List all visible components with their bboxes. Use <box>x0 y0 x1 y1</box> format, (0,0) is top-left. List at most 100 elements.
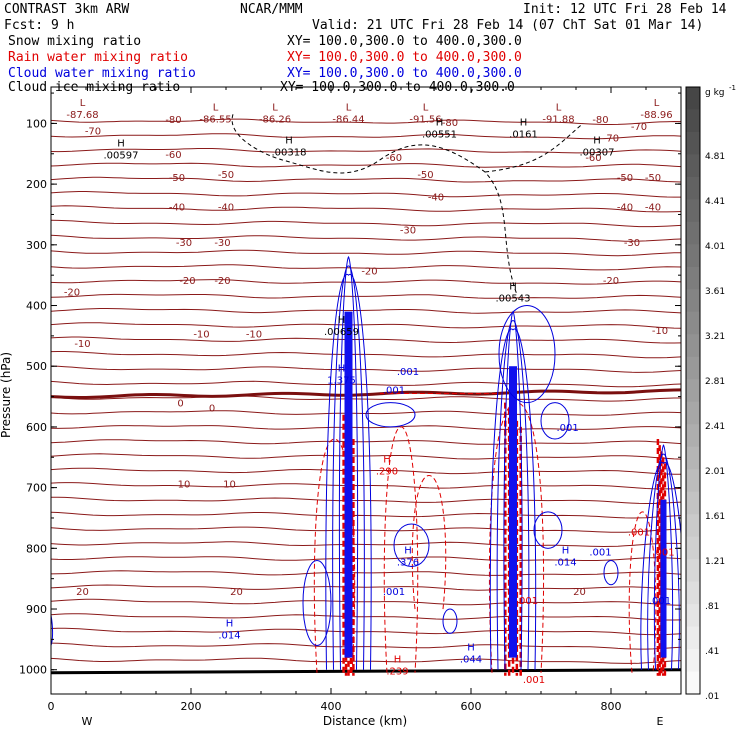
isotherm-line <box>51 598 681 606</box>
y-tick-label: 700 <box>26 482 47 495</box>
isotherm-label: -50 <box>617 173 633 184</box>
isotherm-label: 0 <box>177 399 183 410</box>
isotherm-line <box>51 425 681 430</box>
contour-value-label: .001 <box>628 527 650 538</box>
extremum-value: .014 <box>554 557 576 568</box>
extremum-value: .00597 <box>104 151 139 162</box>
isotherm-line <box>51 205 681 213</box>
low-marker: L <box>654 98 660 109</box>
contour-value-label: .001 <box>652 547 674 558</box>
isotherm-line <box>51 176 681 183</box>
legend-rain-xy: XY= 100.0,300.0 to 400.0,300.0 <box>287 50 522 65</box>
low-marker: L <box>213 102 219 113</box>
high-marker: H <box>226 618 234 629</box>
high-marker: H <box>338 363 346 374</box>
isotherm-label: 0 <box>209 403 215 414</box>
extremum-value: .00307 <box>580 148 615 159</box>
isotherm-line <box>51 322 681 329</box>
extremum-value: -91.56 <box>409 114 441 125</box>
isotherm-line <box>51 570 681 576</box>
isotherm-line <box>51 467 681 475</box>
isotherm-line <box>51 191 681 198</box>
valid-time: Valid: 21 UTC Fri 28 Feb 14 (07 ChT Sat … <box>312 18 704 33</box>
isotherm-label: 20 <box>573 587 586 598</box>
extremum-value: .239 <box>386 667 408 678</box>
surface-line <box>51 668 681 675</box>
cloud-water-contour <box>442 608 458 634</box>
isotherm-label: -80 <box>442 118 458 129</box>
isotherm-line <box>51 279 681 285</box>
high-marker: H <box>404 545 412 556</box>
cloud-water-core <box>660 499 667 658</box>
isotherm-label: 20 <box>76 587 89 598</box>
cloud-water-contour <box>325 273 372 670</box>
isotherm-label: -70 <box>631 122 647 133</box>
isotherm-label: -20 <box>361 266 377 277</box>
high-marker: H <box>285 136 293 147</box>
isotherm-label: 10 <box>178 479 191 490</box>
isotherm-line <box>51 541 681 548</box>
contour-value-label: .001 <box>516 596 538 607</box>
rain-contour <box>628 511 657 673</box>
high-marker: H <box>117 139 125 150</box>
isotherm-line <box>51 162 681 168</box>
freezing-level-line <box>51 388 681 399</box>
isotherm-line <box>51 613 681 621</box>
isotherm-label: -10 <box>652 326 668 337</box>
y-tick-label: 500 <box>26 360 47 373</box>
contour-value-label: .001 <box>383 385 405 396</box>
legend-snow-xy: XY= 100.0,300.0 to 400.0,300.0 <box>287 34 522 49</box>
contour-value-label: .001 <box>589 547 611 558</box>
isotherm-line <box>51 148 681 154</box>
isotherm-label: -50 <box>417 170 433 181</box>
cloud-water-contour <box>302 559 332 646</box>
high-marker: H <box>467 643 475 654</box>
isotherm-label: -10 <box>193 329 209 340</box>
extremum-value: -87.68 <box>66 110 98 121</box>
extremum-value: .044 <box>460 655 482 666</box>
init-time: Init: 12 UTC Fri 28 Feb 14 <box>523 2 727 17</box>
legend-cloud-water-xy: XY= 100.0,300.0 to 400.0,300.0 <box>287 66 522 81</box>
cloud-ice-contour <box>484 123 584 173</box>
isotherm-line <box>51 118 681 125</box>
isotherm-label: -10 <box>246 329 262 340</box>
isotherm-line <box>51 556 681 561</box>
extremum-value: -88.96 <box>640 110 672 121</box>
isotherm-line <box>51 264 681 271</box>
extremum-value: .00551 <box>422 129 457 140</box>
high-marker: H <box>520 117 528 128</box>
high-marker: H <box>562 545 570 556</box>
isotherm-line <box>51 453 681 460</box>
isotherm-line <box>51 395 681 402</box>
isotherm-label: -30 <box>624 238 640 249</box>
low-marker: L <box>556 102 562 113</box>
isotherm-line <box>51 293 681 299</box>
isotherm-line <box>51 627 681 636</box>
isotherm-label: 10 <box>223 479 236 490</box>
legend-snow-label: Snow mixing ratio <box>8 34 142 49</box>
center-label: NCAR/MMM <box>240 2 303 17</box>
cloud-ice-contour <box>231 114 517 294</box>
high-marker: H <box>436 117 444 128</box>
rain-contour <box>383 426 419 673</box>
extremum-value: -86.26 <box>259 114 291 125</box>
isotherm-label: -40 <box>169 203 185 214</box>
isotherm-label: -60 <box>386 153 402 164</box>
cloud-water-contour <box>496 320 530 670</box>
cloud-water-contour <box>365 402 416 428</box>
cloud-water-contour <box>332 265 365 670</box>
low-marker: L <box>272 102 278 113</box>
high-marker: H <box>593 136 601 147</box>
contour-value-label: .001 <box>649 596 671 607</box>
rain-water-contours <box>313 393 667 676</box>
isotherm-label: -80 <box>165 115 181 126</box>
isotherm-label: 20 <box>230 587 243 598</box>
cloud-water-contour <box>393 523 430 568</box>
isotherm-label: -20 <box>214 276 230 287</box>
high-marker: H <box>509 281 517 292</box>
extremum-value: .00318 <box>272 148 307 159</box>
extremum-value: .00659 <box>324 327 359 338</box>
y-tick-label: 200 <box>26 178 47 191</box>
isotherm-line <box>51 234 681 242</box>
extremum-value: .014 <box>218 630 240 641</box>
